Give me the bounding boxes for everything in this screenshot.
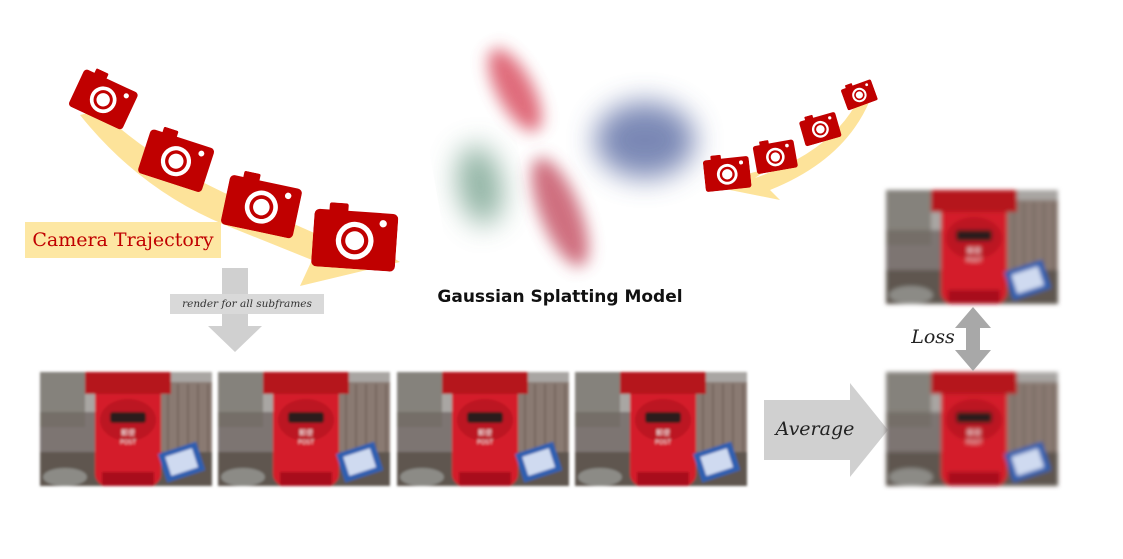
ground-truth-photo xyxy=(885,189,1059,305)
camera-icon xyxy=(839,76,879,111)
gaussian-blob-green xyxy=(457,145,503,225)
camera-icon xyxy=(67,63,142,131)
gaussian-model-label: Gaussian Splatting Model xyxy=(437,287,683,307)
subframe-photo-3 xyxy=(396,371,570,487)
camera-icon xyxy=(220,167,305,240)
loss-label: Loss xyxy=(911,326,955,348)
average-label: Average xyxy=(775,418,855,440)
subframe-photos xyxy=(39,371,748,487)
gaussian-blob-red-top xyxy=(488,48,542,132)
camera-trajectory-label: Camera Trajectory xyxy=(25,222,221,258)
gaussian-splatting-model xyxy=(457,48,695,267)
subframe-photo-2 xyxy=(217,371,391,487)
average-arrow xyxy=(764,383,888,477)
render-subframes-label: render for all subframes xyxy=(170,294,324,314)
trajectory-arrow-right xyxy=(705,96,870,200)
averaged-photo xyxy=(885,371,1059,487)
camera-icon xyxy=(137,122,217,194)
gaussian-blob-blue xyxy=(595,102,695,178)
right-camera-trajectory xyxy=(702,76,879,200)
loss-double-arrow xyxy=(955,307,991,371)
subframe-photo-4 xyxy=(574,371,748,487)
camera-icon xyxy=(310,201,400,272)
subframe-photo-1 xyxy=(39,371,213,487)
gaussian-blob-red-bottom xyxy=(531,157,589,267)
left-camera-trajectory xyxy=(67,63,400,286)
camera-icon xyxy=(702,151,752,193)
